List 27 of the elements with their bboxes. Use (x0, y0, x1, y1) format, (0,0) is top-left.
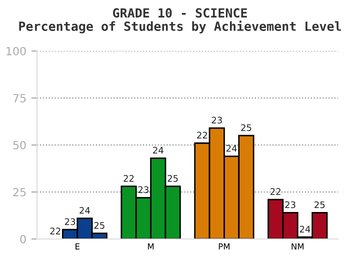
y-tick-label: 0 (20, 234, 26, 244)
y-tick-label: 50 (13, 140, 26, 150)
text: 24 (226, 144, 237, 152)
text: 23 (212, 116, 222, 124)
text: 22 (50, 228, 60, 234)
series-label: 25 (94, 222, 104, 229)
series-label: 23 (138, 186, 148, 194)
text: 24 (300, 226, 310, 232)
chart-title: GRADE 10 - SCIENCE (112, 8, 247, 18)
text: 22 (197, 132, 208, 138)
x-tick-label: M (148, 243, 154, 250)
series-label: 22 (124, 175, 134, 182)
y-tick-label: 100 (6, 46, 26, 56)
chart-subtitle: Percentage of Students by Achievement Level (19, 20, 341, 34)
series-label: 24 (80, 206, 90, 214)
text: 25 (314, 201, 325, 208)
text: 22 (270, 188, 280, 195)
text: 24 (153, 146, 164, 154)
y-tick-label: 25 (13, 188, 26, 196)
x-tick-label: PM (218, 243, 230, 250)
text: 25 (168, 175, 178, 182)
text: 23 (285, 201, 296, 208)
x-tick-label: NM (292, 243, 304, 250)
x-tick-label: E (76, 243, 80, 250)
y-tick-label: 75 (13, 94, 26, 102)
text: 23 (64, 218, 76, 226)
text: 25 (241, 124, 252, 132)
